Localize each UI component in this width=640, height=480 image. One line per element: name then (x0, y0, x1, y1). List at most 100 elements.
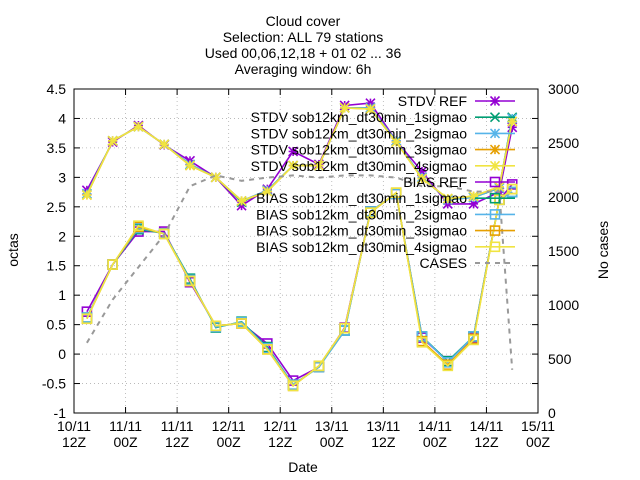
y2-tick-label: 3000 (548, 81, 579, 97)
data-point (365, 207, 376, 219)
data-point (416, 337, 428, 348)
x-tick-label: 00Z (217, 434, 242, 450)
legend-label: BIAS sob12km_dt30min_4sigmao (256, 239, 467, 255)
y-tick-label: 4 (58, 110, 66, 126)
legend-marker (489, 160, 501, 171)
y2-tick-label: 2000 (548, 189, 579, 205)
data-point (210, 172, 221, 183)
data-point (468, 191, 479, 202)
data-point (210, 320, 222, 332)
title-line: Selection: ALL 79 stations (223, 29, 384, 45)
y2-axis-ticks: 0 500 1000 1500 2000 2500 3000 (548, 81, 579, 421)
data-point (442, 193, 453, 204)
series (81, 98, 518, 392)
x-tick-label: 00Z (320, 434, 345, 450)
legend-label: STDV REF (398, 93, 467, 109)
x-tick-label: 12Z (371, 434, 396, 450)
legend-marker (489, 225, 501, 236)
data-point (236, 318, 247, 329)
data-point (288, 146, 299, 157)
data-point (313, 160, 324, 171)
data-point (159, 139, 170, 150)
y-tick-label: 3 (58, 169, 66, 185)
x-tick-label: 12Z (165, 434, 190, 450)
x-tick-label: 13/11 (366, 418, 400, 434)
data-point (442, 360, 454, 372)
x-tick-label: 12/11 (263, 418, 297, 434)
legend-label: STDV sob12km_dt30min_3sigmao (251, 142, 468, 158)
data-point (416, 173, 428, 184)
data-point (133, 121, 144, 132)
y-tick-label: 1 (58, 287, 66, 303)
data-point (236, 195, 247, 206)
y-tick-label: -1 (54, 405, 67, 421)
data-point (313, 360, 325, 372)
x-tick-label: 10/11 (57, 418, 91, 434)
series-4 (81, 102, 518, 206)
data-point (262, 344, 273, 355)
x-tick-label: 00Z (526, 434, 551, 450)
y-tick-label: -0.5 (42, 376, 66, 392)
plot-frame (73, 88, 539, 414)
x-tick-label: 15/11 (521, 418, 555, 434)
x-tick-label: 14/11 (469, 418, 503, 434)
legend-label: BIAS sob12km_dt30min_1sigmao (256, 190, 467, 206)
x-tick-label: 00Z (423, 434, 448, 450)
y-tick-label: 4.5 (47, 81, 67, 97)
legend-marker (489, 128, 501, 139)
legend-marker (489, 241, 501, 253)
y2-tick-label: 1000 (548, 297, 579, 313)
y2-tick-label: 0 (548, 405, 556, 421)
data-point (390, 187, 402, 198)
data-point (391, 136, 402, 148)
y-tick-label: 0.5 (47, 317, 67, 333)
y2-tick-label: 500 (548, 351, 572, 367)
x-axis-ticks: 10/1112Z11/1100Z11/1112Z12/1100Z12/1112Z… (57, 89, 555, 450)
data-point (339, 322, 350, 334)
data-point (81, 313, 93, 325)
data-point (184, 160, 196, 171)
y2-tick-label: 2500 (548, 135, 579, 151)
x-tick-label: 00Z (113, 434, 138, 450)
marker-stroke (489, 112, 501, 123)
x-tick-label: 12Z (62, 434, 87, 450)
y-axis-label: octas (5, 233, 21, 266)
y-tick-label: 2.5 (47, 199, 67, 215)
y-tick-label: 1.5 (47, 258, 67, 274)
x-tick-label: 11/11 (161, 418, 194, 434)
data-point (468, 334, 479, 346)
title-line: Averaging window: 6h (235, 61, 372, 77)
x-axis-label: Date (288, 459, 318, 475)
data-point (133, 220, 144, 231)
data-point (506, 183, 518, 195)
x-tick-label: 12/11 (212, 418, 246, 434)
data-point (184, 275, 196, 287)
legend-label: STDV sob12km_dt30min_1sigmao (251, 109, 468, 125)
legend-label: BIAS sob12km_dt30min_2sigmao (256, 206, 467, 222)
data-point (339, 102, 350, 113)
axes (73, 88, 539, 414)
data-point (81, 189, 92, 201)
legend-label: BIAS sob12km_dt30min_3sigmao (256, 223, 467, 239)
x-tick-label: 13/11 (315, 418, 349, 434)
title-line: Used 00,06,12,18 + 01 02 ... 36 (205, 45, 402, 61)
legend-marker (489, 112, 501, 123)
x-tick-label: 11/11 (109, 418, 142, 434)
x-tick-label: 14/11 (418, 418, 452, 434)
legend-marker (489, 95, 501, 107)
data-point (365, 103, 376, 115)
y-tick-label: 0 (58, 346, 66, 362)
legend-label: STDV sob12km_dt30min_2sigmao (251, 125, 468, 141)
legend-label: CASES (420, 255, 467, 271)
x-tick-label: 12Z (474, 434, 499, 450)
y2-tick-label: 1500 (548, 243, 579, 259)
title-line: Cloud cover (266, 13, 341, 29)
legend-label: STDV sob12km_dt30min_4sigmao (251, 158, 468, 174)
legend-marker (489, 192, 501, 204)
y-tick-label: 2 (58, 228, 66, 244)
y-axis-ticks: -1 -0.5 0 0.5 1 1.5 2 2.5 3 3.5 4 4.5 (42, 81, 538, 421)
legend-label: BIAS REF (403, 174, 467, 190)
